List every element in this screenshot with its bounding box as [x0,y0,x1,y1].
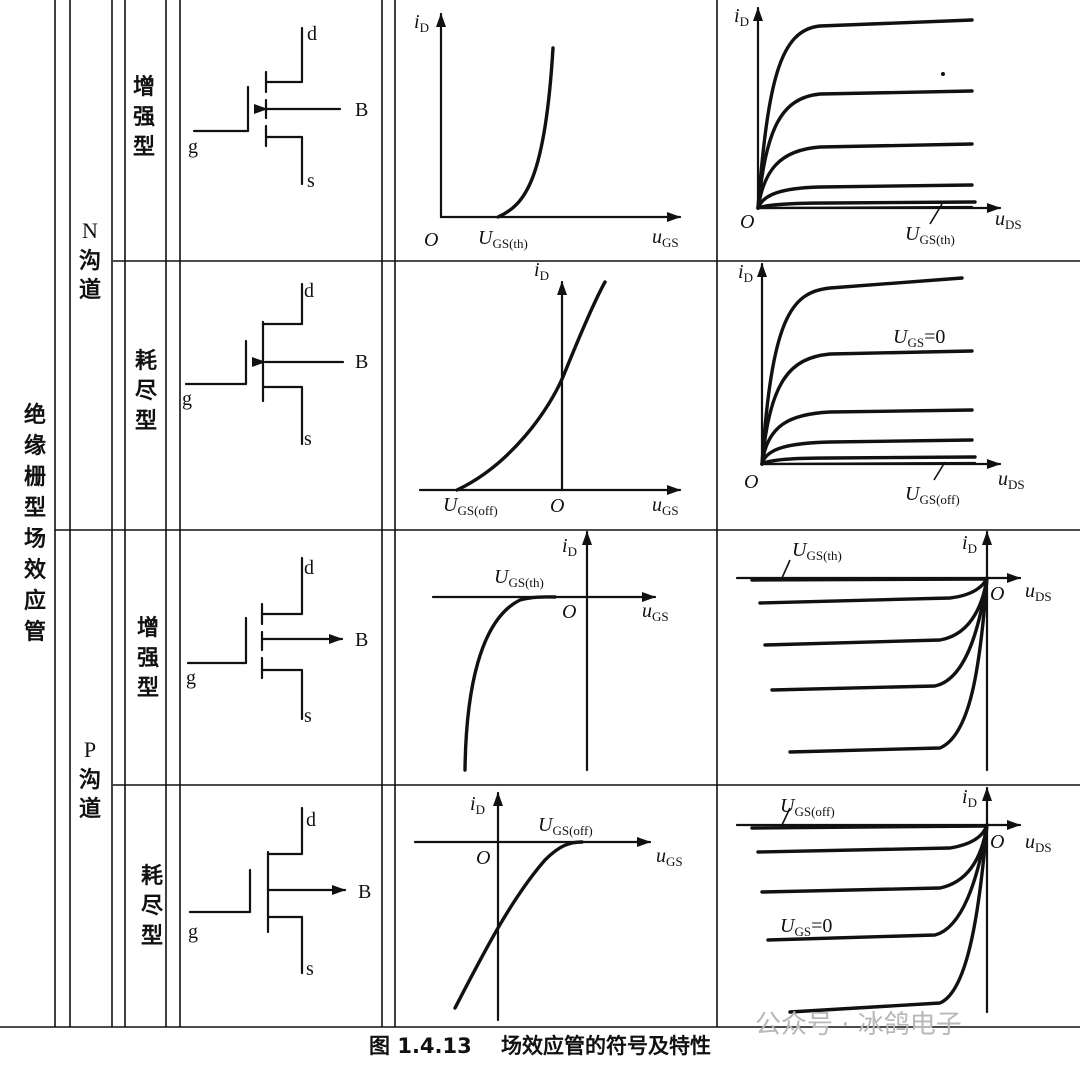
figure-title: 场效应管的符号及特性 [500,1034,711,1058]
svg-text:UGS=0: UGS=0 [780,915,832,939]
type-label-n-enhancement: 增强型 [133,74,155,160]
transfer-p-enhancement: O iD uGS UGS(th) [431,530,669,772]
svg-text:s: s [306,958,314,980]
svg-text:O: O [550,495,564,517]
svg-text:iD: iD [562,535,577,559]
svg-text:s: s [304,705,312,727]
p-channel-word: 沟道 [79,767,101,822]
svg-text:O: O [562,601,576,623]
transfer-p-depletion: O iD uGS UGS(off) [413,791,683,1022]
svg-text:uDS: uDS [998,468,1025,492]
svg-text:O: O [990,831,1004,853]
svg-text:O: O [990,583,1004,605]
svg-text:s: s [307,170,315,192]
svg-text:g: g [182,388,192,410]
svg-text:O: O [744,471,758,493]
svg-text:O: O [476,847,490,869]
svg-text:P: P [84,737,96,762]
svg-text:UGS=0: UGS=0 [893,326,945,350]
transfer-n-depletion: O iD uGS UGS(off) [418,259,682,518]
svg-text:d: d [307,23,317,45]
svg-text:iD: iD [470,793,485,817]
output-p-depletion: O iD uDS UGS(off) UGS=0 [735,786,1052,1014]
svg-text:d: d [304,280,314,302]
symbol-n-depletion: d s g B [182,280,368,450]
svg-text:UGS(off): UGS(off) [780,795,835,819]
n-channel-word: 沟道 [79,248,101,303]
figure-caption: 图 1.4.13 场效应管的符号及特性 [0,1030,1080,1060]
watermark: 公众号 · 冰鸽电子 [755,1010,962,1040]
svg-text:B: B [355,99,368,121]
svg-text:uDS: uDS [995,208,1022,232]
svg-text:B: B [355,629,368,651]
symbol-p-enhancement: d s g B [186,556,368,727]
svg-text:g: g [188,136,198,158]
svg-text:iD: iD [738,261,753,285]
svg-text:B: B [358,881,371,903]
svg-text:uDS: uDS [1025,580,1052,604]
output-p-enhancement: O iD uDS UGS(th) [735,530,1052,772]
svg-text:g: g [186,667,196,689]
type-label-p-enhancement: 增强型 [137,615,159,701]
svg-text:UGS(off): UGS(off) [538,814,593,838]
category-label: 绝缘栅型场效应管 [24,402,46,645]
svg-text:d: d [306,809,316,831]
table-grid [0,0,1080,1028]
output-n-depletion: O iD uDS UGS=0 UGS(off) [738,261,1025,507]
svg-text:uGS: uGS [652,226,679,250]
svg-text:B: B [355,351,368,373]
type-label-p-depletion: 耗尽型 [141,863,164,949]
svg-text:uDS: uDS [1025,831,1052,855]
svg-text:iD: iD [962,786,977,810]
figure-number: 图 1.4.13 [369,1034,472,1058]
symbol-n-enhancement: d s g B [188,23,368,192]
svg-text:iD: iD [734,5,749,29]
svg-text:iD: iD [962,532,977,556]
svg-text:uGS: uGS [642,600,669,624]
svg-text:UGS(off): UGS(off) [905,483,960,507]
svg-text:iD: iD [534,259,549,283]
svg-text:uGS: uGS [656,845,683,869]
svg-text:UGS(off): UGS(off) [443,494,498,518]
svg-text:iD: iD [414,11,429,35]
svg-text:N: N [82,218,98,243]
output-n-enhancement: O iD uDS UGS(th) [734,5,1022,247]
type-label-n-depletion: 耗尽型 [135,348,158,434]
transfer-n-enhancement: O iD uGS UGS(th) [414,11,682,251]
svg-text:UGS(th): UGS(th) [494,566,544,590]
svg-text:d: d [304,557,314,579]
svg-text:uGS: uGS [652,494,679,518]
svg-text:O: O [424,229,438,251]
svg-text:UGS(th): UGS(th) [905,223,955,247]
symbol-p-depletion: d s g B [188,806,371,980]
svg-text:UGS(th): UGS(th) [478,227,528,251]
svg-text:UGS(th): UGS(th) [792,539,842,563]
p-channel-label: P 沟道 [79,737,101,822]
svg-text:g: g [188,921,198,943]
svg-text:s: s [304,428,312,450]
svg-text:O: O [740,211,754,233]
n-channel-label: N 沟道 [79,218,101,303]
